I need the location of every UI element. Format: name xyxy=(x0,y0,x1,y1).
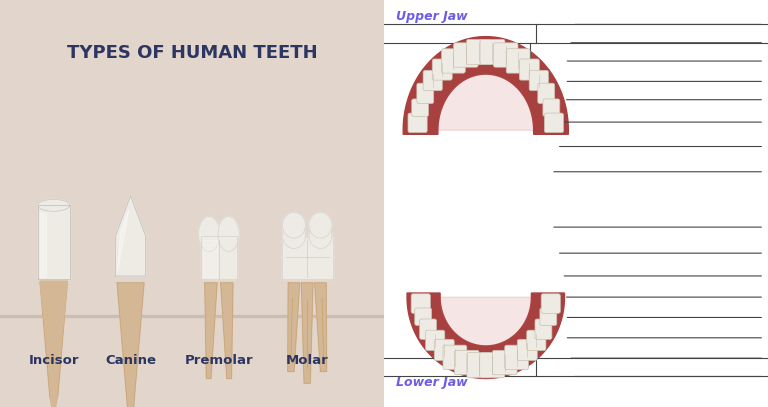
Polygon shape xyxy=(117,283,144,407)
Polygon shape xyxy=(301,283,313,383)
FancyBboxPatch shape xyxy=(493,43,518,67)
FancyBboxPatch shape xyxy=(538,83,554,103)
Polygon shape xyxy=(118,209,129,271)
Text: Upper Jaw: Upper Jaw xyxy=(396,10,467,23)
Ellipse shape xyxy=(309,223,332,248)
FancyBboxPatch shape xyxy=(455,350,479,375)
Polygon shape xyxy=(203,240,217,278)
FancyBboxPatch shape xyxy=(519,59,539,80)
FancyBboxPatch shape xyxy=(412,99,429,116)
Polygon shape xyxy=(50,397,58,407)
FancyBboxPatch shape xyxy=(535,319,552,339)
FancyBboxPatch shape xyxy=(467,352,492,378)
Polygon shape xyxy=(315,283,326,372)
Polygon shape xyxy=(0,315,384,317)
FancyBboxPatch shape xyxy=(423,70,442,91)
FancyBboxPatch shape xyxy=(529,70,548,91)
Polygon shape xyxy=(403,37,568,134)
Text: Molar: Molar xyxy=(286,354,329,367)
FancyBboxPatch shape xyxy=(443,345,467,370)
FancyBboxPatch shape xyxy=(480,39,505,65)
FancyBboxPatch shape xyxy=(432,59,452,80)
FancyBboxPatch shape xyxy=(518,339,538,361)
FancyBboxPatch shape xyxy=(527,330,546,350)
Text: TYPES OF HUMAN TEETH: TYPES OF HUMAN TEETH xyxy=(67,44,317,62)
FancyBboxPatch shape xyxy=(540,308,557,326)
Ellipse shape xyxy=(283,223,306,248)
Ellipse shape xyxy=(283,212,306,238)
Polygon shape xyxy=(438,74,534,130)
FancyBboxPatch shape xyxy=(415,308,432,326)
FancyBboxPatch shape xyxy=(425,330,445,350)
Polygon shape xyxy=(282,237,333,279)
FancyBboxPatch shape xyxy=(506,49,530,73)
Polygon shape xyxy=(200,236,237,279)
Polygon shape xyxy=(440,297,531,346)
Ellipse shape xyxy=(199,217,220,252)
FancyBboxPatch shape xyxy=(492,350,517,375)
Polygon shape xyxy=(407,293,564,379)
Polygon shape xyxy=(40,213,46,277)
FancyBboxPatch shape xyxy=(411,294,430,313)
Polygon shape xyxy=(115,196,146,276)
FancyBboxPatch shape xyxy=(442,49,465,73)
FancyBboxPatch shape xyxy=(417,83,434,103)
Ellipse shape xyxy=(218,217,239,252)
Text: Canine: Canine xyxy=(105,354,156,367)
Polygon shape xyxy=(40,281,68,407)
Polygon shape xyxy=(288,283,300,372)
Text: Lower Jaw: Lower Jaw xyxy=(396,376,467,389)
Text: Incisor: Incisor xyxy=(28,354,79,367)
Polygon shape xyxy=(38,205,70,279)
Ellipse shape xyxy=(38,199,70,211)
FancyBboxPatch shape xyxy=(454,43,478,67)
FancyBboxPatch shape xyxy=(505,345,528,370)
FancyBboxPatch shape xyxy=(419,319,436,339)
Polygon shape xyxy=(40,281,58,407)
Polygon shape xyxy=(220,283,233,379)
FancyBboxPatch shape xyxy=(466,39,492,65)
FancyBboxPatch shape xyxy=(434,339,454,361)
Polygon shape xyxy=(40,283,68,397)
FancyBboxPatch shape xyxy=(480,352,505,378)
Polygon shape xyxy=(205,283,217,379)
FancyBboxPatch shape xyxy=(408,113,427,133)
Ellipse shape xyxy=(309,212,332,238)
FancyBboxPatch shape xyxy=(541,294,561,313)
FancyBboxPatch shape xyxy=(543,99,560,116)
FancyBboxPatch shape xyxy=(545,113,564,133)
Text: Premolar: Premolar xyxy=(184,354,253,367)
